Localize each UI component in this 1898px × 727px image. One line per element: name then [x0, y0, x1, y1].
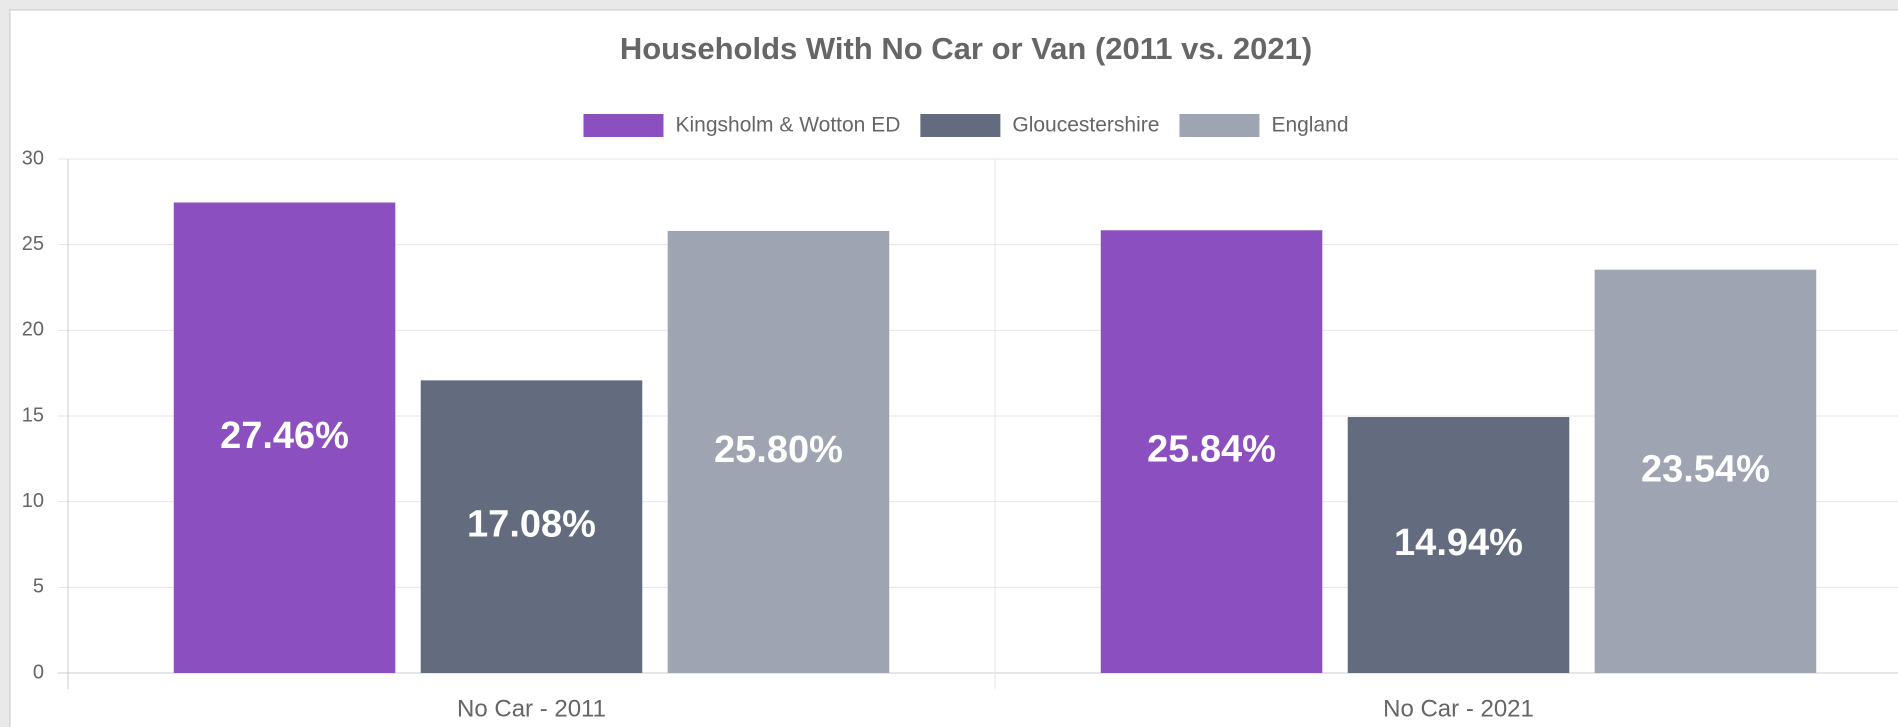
legend-label: Gloucestershire	[1012, 114, 1159, 137]
bar	[173, 202, 396, 673]
data-label: 23.54%	[1641, 448, 1770, 490]
data-label: 27.46%	[220, 415, 349, 457]
y-tick-label: 5	[33, 576, 44, 598]
data-label: 14.94%	[1394, 522, 1523, 564]
bar	[420, 380, 643, 673]
legend-label: England	[1271, 114, 1348, 137]
bar	[667, 230, 890, 673]
y-tick-label: 30	[22, 147, 44, 169]
bar	[1594, 269, 1817, 673]
y-tick-label: 25	[22, 233, 44, 255]
data-label: 25.84%	[1147, 429, 1276, 471]
y-tick-label: 10	[22, 490, 44, 512]
x-tick-label: No Car - 2021	[1383, 695, 1534, 722]
legend-swatch	[583, 114, 664, 137]
legend-swatch	[920, 114, 1001, 137]
y-tick-label: 0	[33, 661, 44, 683]
chart-title: Households With No Car or Van (2011 vs. …	[620, 31, 1312, 66]
legend-label: Kingsholm & Wotton ED	[675, 114, 900, 137]
y-tick-label: 20	[22, 319, 44, 341]
data-label: 25.80%	[714, 429, 843, 471]
y-tick-label: 15	[22, 404, 44, 426]
data-label: 17.08%	[467, 504, 596, 546]
legend-swatch	[1179, 114, 1260, 137]
bar	[1100, 230, 1323, 674]
bar	[1347, 417, 1570, 673]
x-tick-label: No Car - 2011	[457, 695, 606, 722]
